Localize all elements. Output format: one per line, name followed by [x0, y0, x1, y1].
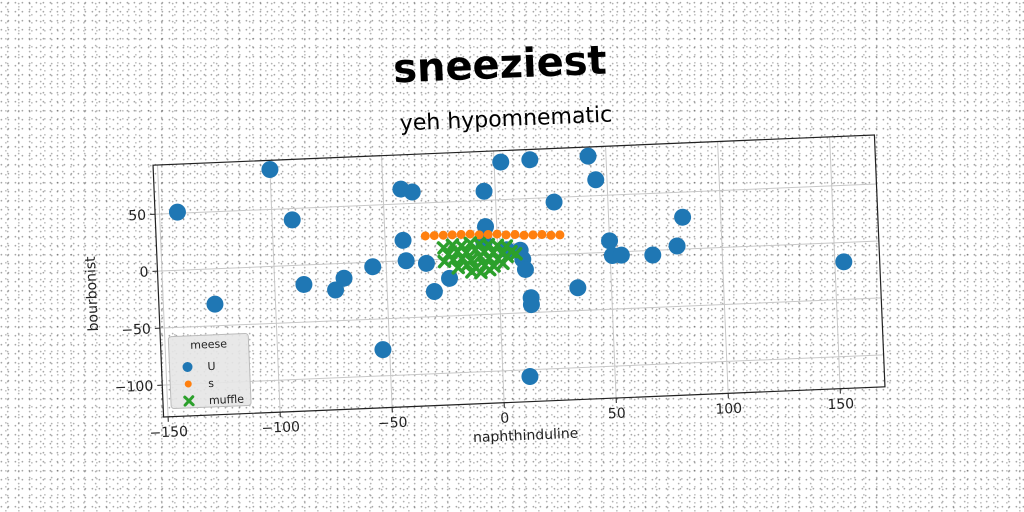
y-gridline	[155, 183, 877, 215]
data-point-U	[335, 269, 353, 287]
x-tick-label: 150	[827, 396, 854, 413]
data-point-U	[168, 203, 186, 221]
chart-subtitle: yeh hypomnematic	[399, 103, 612, 137]
data-point-U	[579, 147, 597, 165]
x-gridline	[717, 141, 729, 394]
plot-frame	[152, 134, 886, 418]
data-point-U	[521, 151, 539, 169]
x-tick-label: 0	[500, 411, 510, 427]
data-point-s	[456, 229, 466, 239]
data-point-U	[394, 231, 412, 249]
x-gridline	[269, 160, 281, 413]
data-point-U	[206, 295, 224, 313]
data-point-U	[475, 182, 493, 200]
data-point-s	[528, 230, 538, 240]
data-point-U	[674, 208, 692, 226]
data-point-U	[612, 246, 630, 264]
data-point-U	[397, 252, 415, 270]
data-point-U	[835, 253, 853, 271]
data-point-U	[545, 193, 563, 211]
data-point-s	[474, 230, 484, 240]
x-tick-label: 100	[715, 401, 742, 418]
y-tick-label: −50	[121, 322, 151, 339]
y-tick-label: −100	[115, 378, 154, 396]
x-axis-label: naphthinduline	[473, 426, 579, 446]
x-gridline	[381, 155, 393, 408]
data-point-s	[438, 230, 448, 240]
data-point-U	[569, 279, 587, 297]
data-point-s	[519, 230, 529, 240]
data-point-U	[492, 153, 510, 171]
data-point-U	[295, 275, 313, 293]
data-point-U	[644, 246, 662, 264]
data-point-U	[327, 281, 345, 299]
y-gridline	[159, 297, 882, 329]
legend-marker-U	[182, 361, 193, 372]
data-point-U	[587, 171, 605, 189]
legend-label-s: s	[208, 377, 215, 390]
data-point-U	[374, 341, 392, 359]
data-point-muffle	[495, 256, 510, 271]
data-point-s	[501, 230, 511, 240]
y-axis-label: bourbonist	[83, 256, 102, 332]
data-point-muffle	[508, 246, 523, 261]
x-gridline	[493, 150, 505, 403]
data-point-U	[425, 283, 443, 301]
data-point-s	[465, 229, 475, 239]
legend-label-U: U	[207, 360, 216, 373]
x-tick-label: 50	[608, 406, 626, 423]
plot-area: −150 −100 −50 0 50 100 150 −100 −50 0 50 naphthindu…	[83, 134, 886, 446]
data-point-U	[283, 211, 301, 229]
y-tick-label: 50	[128, 208, 146, 225]
data-point-U	[403, 183, 421, 201]
data-point-s	[420, 231, 430, 241]
x-tick-label: −100	[261, 419, 300, 437]
data-point-U	[261, 160, 279, 178]
data-point-s	[483, 229, 493, 239]
data-point-s	[537, 230, 547, 240]
y-gridline	[162, 354, 884, 386]
data-point-U	[522, 296, 540, 314]
legend-marker-s	[184, 380, 192, 388]
x-tick-label: −150	[149, 424, 188, 442]
legend-title: meese	[190, 337, 227, 352]
chart-title: sneeziest	[392, 38, 607, 93]
data-point-s	[546, 230, 556, 240]
data-point-s	[447, 230, 457, 240]
data-point-U	[668, 237, 686, 255]
data-point-s	[555, 230, 565, 240]
legend-marker-muffle	[183, 395, 195, 407]
x-gridline	[829, 136, 841, 389]
data-point-s	[510, 230, 520, 240]
y-tick-label: 0	[139, 265, 149, 281]
x-gridline	[605, 146, 617, 399]
legend-box	[167, 333, 252, 410]
data-point-U	[417, 254, 435, 272]
data-point-U	[516, 260, 534, 278]
data-point-s	[429, 231, 439, 241]
data-point-muffle	[482, 262, 497, 277]
data-point-s	[492, 229, 502, 239]
data-point-U	[601, 232, 619, 250]
data-point-U	[521, 368, 539, 386]
legend-label-muffle: muffle	[209, 393, 245, 407]
data-point-U	[364, 258, 382, 276]
x-tick-label: −50	[378, 415, 408, 432]
x-gridline	[157, 165, 169, 417]
